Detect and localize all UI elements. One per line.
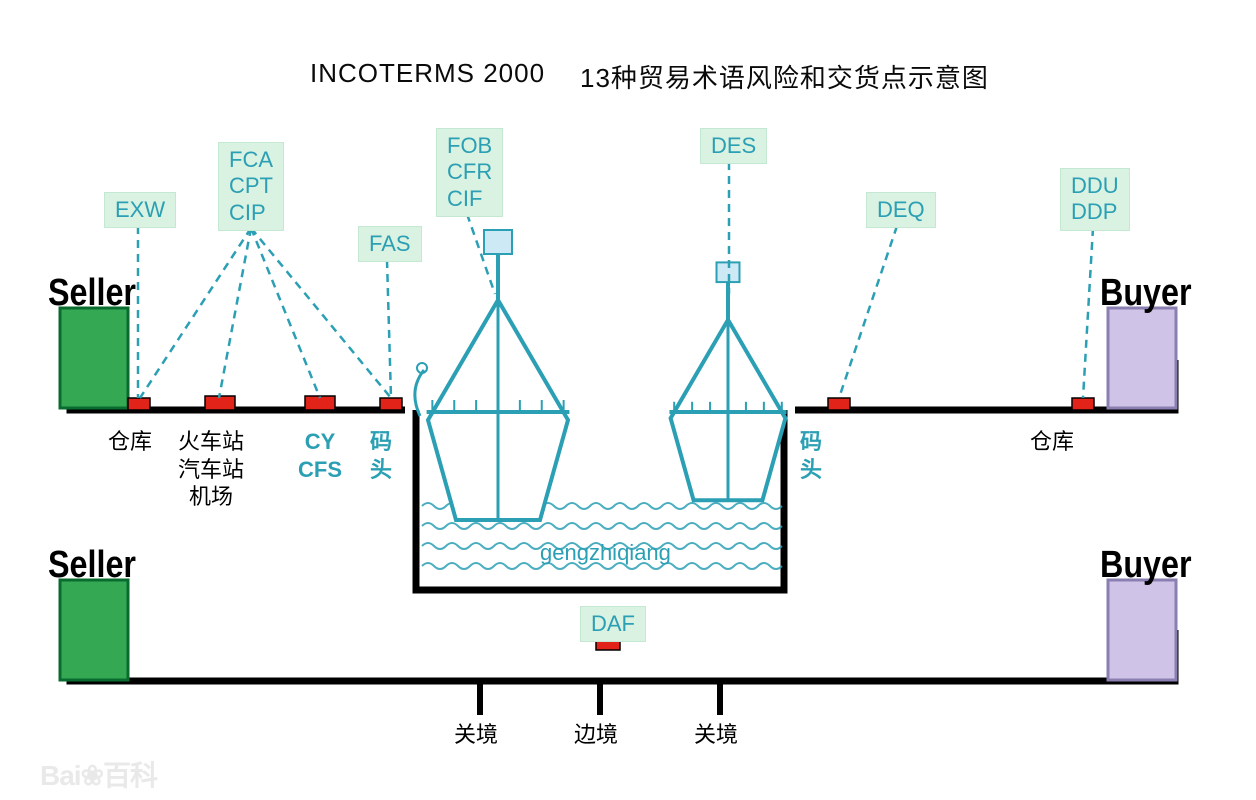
- marker-deq: [828, 398, 850, 410]
- marker-fca2: [305, 396, 335, 410]
- title-right: 13种贸易术语风险和交货点示意图: [580, 58, 989, 95]
- diagram-stage: INCOTERMS 2000 13种贸易术语风险和交货点示意图 Seller B…: [0, 0, 1256, 800]
- term-fob: FOB CFR CIF: [436, 128, 503, 217]
- loc-warehouse_r: 仓库: [1030, 428, 1074, 456]
- loc-dock_l: 码 头: [370, 428, 392, 483]
- marker-exw: [128, 398, 150, 410]
- label-buyer-bottom: Buyer: [1100, 544, 1192, 587]
- border-label-1: 边境: [574, 721, 618, 749]
- top-seller-box: [60, 308, 128, 408]
- bot-seller-box: [60, 580, 128, 680]
- ship-icon: [669, 262, 786, 500]
- term-ddu: DDU DDP: [1060, 168, 1130, 231]
- marker-ddu: [1072, 398, 1094, 410]
- label-buyer-top: Buyer: [1100, 272, 1192, 315]
- bot-buyer-box: [1108, 580, 1176, 680]
- svg-layer: [0, 0, 1256, 800]
- loc-station: 火车站 汽车站 机场: [178, 428, 244, 511]
- label-seller-bottom: Seller: [48, 544, 136, 587]
- border-label-0: 关境: [454, 721, 498, 749]
- label-seller-top: Seller: [48, 272, 136, 315]
- baidu-baike-logo: Bai❀百科: [40, 754, 157, 794]
- loc-dock_r: 码 头: [800, 428, 822, 483]
- marker-fas: [380, 398, 402, 410]
- term-fca: FCA CPT CIP: [218, 142, 284, 231]
- term-daf: DAF: [580, 606, 646, 642]
- connector: [251, 228, 320, 398]
- loc-cycfs: CY CFS: [298, 428, 342, 483]
- title-left: INCOTERMS 2000: [310, 58, 545, 89]
- term-deq: DEQ: [866, 192, 936, 228]
- ship-top-box: [484, 230, 512, 254]
- border-label-2: 关境: [694, 721, 738, 749]
- connector: [387, 260, 391, 398]
- term-exw: EXW: [104, 192, 176, 228]
- ship-icon: [415, 230, 570, 520]
- term-fas: FAS: [358, 226, 422, 262]
- water-wave: [422, 523, 782, 529]
- top-buyer-box: [1108, 308, 1176, 408]
- connector: [1083, 228, 1093, 398]
- connector: [839, 226, 897, 398]
- term-des: DES: [700, 128, 767, 164]
- watermark: gengzhiqiang: [540, 540, 671, 566]
- loc-warehouse_l: 仓库: [108, 428, 152, 456]
